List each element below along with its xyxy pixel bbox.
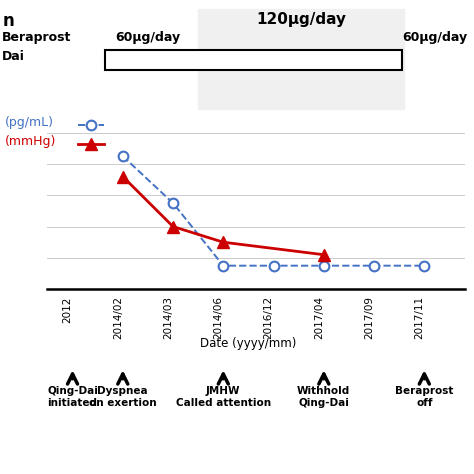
Text: 2016/12: 2016/12 bbox=[264, 296, 273, 339]
Text: 2014/06: 2014/06 bbox=[213, 296, 223, 339]
Text: Beraprost
off: Beraprost off bbox=[395, 386, 454, 408]
Text: n: n bbox=[2, 12, 14, 30]
Text: 60μg/day: 60μg/day bbox=[402, 31, 467, 44]
Text: 2014/02: 2014/02 bbox=[113, 296, 123, 339]
Text: 2014/03: 2014/03 bbox=[163, 296, 173, 339]
Text: Dyspnea
on exertion: Dyspnea on exertion bbox=[89, 386, 156, 408]
Text: Dai: Dai bbox=[2, 50, 25, 63]
Text: 2017/09: 2017/09 bbox=[364, 296, 374, 339]
Text: 3g/day: 3g/day bbox=[230, 52, 277, 64]
Text: 2012: 2012 bbox=[63, 296, 73, 323]
Text: (pg/mL): (pg/mL) bbox=[5, 116, 54, 129]
Text: Qing-Dai
initiated: Qing-Dai initiated bbox=[47, 386, 98, 408]
Text: Withhold
Qing-Dai: Withhold Qing-Dai bbox=[297, 386, 350, 408]
Text: JMHW
Called attention: JMHW Called attention bbox=[176, 386, 271, 408]
Text: Beraprost: Beraprost bbox=[2, 31, 72, 44]
Text: 120μg/day: 120μg/day bbox=[256, 12, 346, 27]
Text: 60μg/day: 60μg/day bbox=[115, 31, 181, 44]
Text: 2017/04: 2017/04 bbox=[314, 296, 324, 339]
Text: Date (yyyy/mm): Date (yyyy/mm) bbox=[200, 337, 297, 349]
Text: 2017/11: 2017/11 bbox=[414, 296, 424, 339]
Text: (mmHg): (mmHg) bbox=[5, 135, 56, 148]
